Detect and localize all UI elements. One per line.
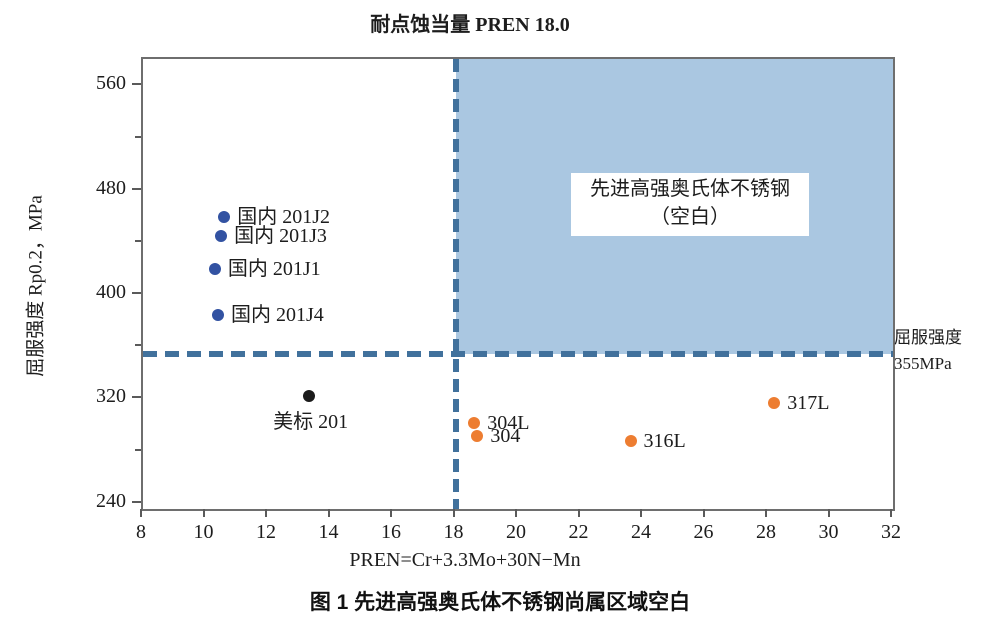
x-tick — [640, 509, 642, 517]
y-tick — [132, 83, 141, 86]
x-tick-label: 12 — [256, 521, 276, 543]
x-tick — [140, 509, 142, 517]
x-tick-label: 8 — [136, 521, 146, 543]
data-point-317L — [768, 397, 781, 410]
region-label-line2: （空白） — [650, 206, 730, 228]
x-tick-label: 24 — [631, 521, 651, 543]
y-tick-label: 400 — [96, 281, 126, 304]
x-tick — [890, 509, 892, 517]
data-point-国内-201J1 — [208, 263, 221, 275]
y-tick — [132, 500, 141, 503]
x-tick-label: 28 — [756, 521, 776, 543]
x-tick-label: 16 — [381, 521, 401, 543]
figure-caption: 图 1 先进高强奥氏体不锈钢尚属区域空白 — [309, 591, 691, 614]
y-minor-tick — [135, 344, 141, 347]
x-axis-title: PREN=Cr+3.3Mo+30N−Mn — [349, 549, 581, 571]
x-tick-label: 20 — [506, 521, 526, 543]
yield-threshold-label: 屈服强度 355MPa — [894, 325, 962, 377]
x-tick-label: 10 — [193, 521, 214, 543]
x-tick — [827, 509, 830, 517]
data-point-label: 国内 201J1 — [227, 258, 321, 280]
yield-threshold-label-line2: 355MPa — [894, 354, 952, 373]
x-tick — [577, 509, 580, 517]
x-tick — [452, 509, 455, 517]
y-tick-label: 320 — [96, 385, 126, 408]
data-point-国内-201J4 — [212, 308, 224, 321]
y-tick — [132, 396, 141, 399]
y-tick-label: 240 — [96, 489, 126, 512]
x-tick-label: 18 — [443, 521, 464, 543]
y-minor-tick — [135, 135, 141, 138]
x-tick-label: 32 — [881, 521, 901, 543]
y-minor-tick — [135, 448, 141, 451]
data-point-label: 304L — [487, 411, 530, 434]
data-point-label: 国内 201J4 — [231, 303, 324, 326]
x-tick-label: 30 — [818, 521, 839, 543]
x-tick-label: 26 — [693, 521, 714, 543]
region-label-line1: 先进高强奥氏体不锈钢 — [590, 178, 790, 200]
data-point-国内-201J3 — [215, 230, 228, 243]
y-minor-tick — [135, 239, 141, 242]
y-tick-label: 560 — [96, 72, 126, 95]
x-tick — [765, 509, 767, 517]
data-point-304L — [468, 416, 481, 429]
data-point-label: 国内 201J2 — [237, 205, 331, 228]
plot-area: 先进高强奥氏体不锈钢 （空白） 国内 201J2 国内 201J3 国内 201J1… — [141, 57, 895, 511]
data-point-label: 国内 201J3 — [234, 225, 327, 248]
y-tick — [132, 292, 141, 295]
x-tick-label: 22 — [568, 521, 589, 543]
data-point-label: 316L — [643, 430, 686, 453]
data-point-316L — [624, 435, 637, 448]
y-axis-title: 屈服强度 Rp0.2，MPa — [25, 195, 47, 377]
data-point-label: 美标 201 — [273, 410, 349, 433]
y-tick — [132, 187, 141, 190]
data-point-304 — [471, 429, 484, 442]
yield-strength-355-line — [143, 350, 893, 357]
data-point-国内-201J2 — [218, 210, 231, 223]
x-tick — [327, 509, 330, 517]
yield-threshold-label-line1: 屈服强度 — [894, 328, 962, 347]
region-label-box: 先进高强奥氏体不锈钢 （空白） — [571, 173, 809, 236]
chart-title: 耐点蚀当量 PREN 18.0 — [370, 14, 570, 36]
x-tick — [390, 509, 392, 517]
x-tick — [202, 509, 205, 517]
x-tick — [702, 509, 705, 517]
pren-18-line — [452, 59, 459, 509]
x-tick-label: 14 — [318, 521, 339, 543]
x-tick — [515, 509, 517, 517]
data-point-美标-201 — [302, 389, 315, 402]
data-point-label: 317L — [787, 392, 830, 415]
y-tick-label: 480 — [96, 176, 126, 199]
x-tick — [265, 509, 267, 517]
data-point-label: 304 — [490, 424, 521, 447]
